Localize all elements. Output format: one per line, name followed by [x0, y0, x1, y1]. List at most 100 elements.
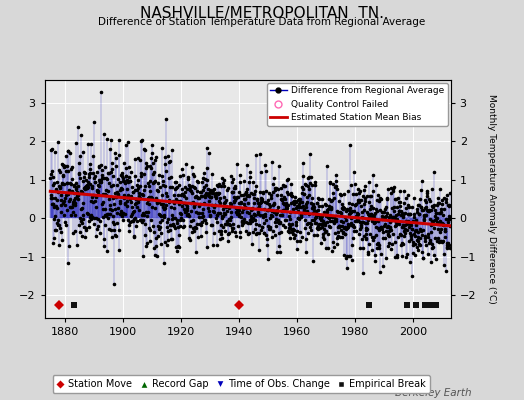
Point	[137, 216, 145, 223]
Point	[127, 199, 136, 206]
Point	[157, 230, 166, 236]
Point	[441, 234, 449, 240]
Point	[416, 226, 424, 232]
Point	[243, 192, 251, 199]
Point	[89, 170, 97, 176]
Point	[339, 206, 347, 212]
Point	[192, 249, 200, 255]
Point	[155, 199, 163, 206]
Point	[106, 206, 114, 212]
Point	[396, 188, 405, 194]
Point	[58, 161, 66, 167]
Point	[186, 222, 194, 229]
Point	[390, 222, 399, 229]
Point	[281, 182, 289, 189]
Point	[294, 216, 303, 222]
Point	[442, 199, 450, 205]
Point	[189, 198, 197, 205]
Point	[301, 216, 309, 223]
Point	[361, 198, 369, 204]
Point	[357, 224, 365, 230]
Point	[143, 163, 151, 170]
Point	[159, 204, 167, 210]
Point	[270, 187, 279, 194]
Point	[263, 236, 271, 242]
Point	[202, 182, 210, 188]
Point	[142, 242, 150, 249]
Point	[68, 204, 76, 210]
Point	[185, 182, 193, 188]
Point	[235, 207, 243, 213]
Point	[440, 251, 449, 257]
Point	[271, 219, 279, 226]
Point	[414, 229, 422, 236]
Point	[335, 223, 343, 229]
Point	[48, 174, 57, 180]
Point	[419, 227, 428, 234]
Point	[399, 222, 408, 228]
Point	[443, 192, 451, 198]
Point	[314, 196, 323, 202]
Point	[92, 204, 101, 210]
Point	[59, 164, 68, 171]
Point	[88, 214, 96, 220]
Point	[232, 205, 240, 211]
Point	[81, 186, 89, 192]
Point	[335, 198, 344, 204]
Point	[290, 227, 298, 233]
Point	[265, 224, 274, 230]
Point	[129, 189, 137, 195]
Point	[57, 202, 66, 208]
Point	[406, 230, 414, 237]
Point	[293, 203, 301, 209]
Point	[122, 173, 130, 179]
Point	[394, 234, 402, 240]
Point	[392, 254, 401, 260]
Point	[221, 228, 229, 234]
Point	[280, 201, 289, 207]
Point	[141, 232, 149, 238]
Point	[335, 234, 344, 240]
Point	[300, 191, 308, 197]
Point	[396, 232, 405, 238]
Point	[54, 217, 62, 224]
Point	[195, 221, 204, 228]
Point	[254, 204, 263, 211]
Point	[217, 214, 226, 221]
Point	[68, 187, 77, 194]
Point	[248, 241, 256, 247]
Point	[316, 220, 325, 227]
Point	[67, 165, 75, 172]
Point	[184, 234, 193, 241]
Point	[387, 217, 396, 224]
Point	[66, 180, 74, 187]
Text: Difference of Station Temperature Data from Regional Average: Difference of Station Temperature Data f…	[99, 17, 425, 27]
Point	[290, 234, 299, 241]
Point	[100, 174, 108, 181]
Point	[227, 173, 235, 179]
Point	[259, 212, 267, 218]
Point	[290, 194, 299, 200]
Point	[261, 217, 270, 224]
Point	[248, 218, 256, 225]
Point	[261, 232, 270, 238]
Point	[125, 228, 133, 234]
Point	[58, 180, 66, 186]
Point	[78, 204, 86, 211]
Point	[402, 220, 411, 227]
Point	[139, 210, 147, 217]
Point	[148, 204, 157, 210]
Point	[251, 226, 259, 232]
Point	[86, 180, 94, 187]
Point	[438, 200, 446, 207]
Point	[373, 245, 381, 251]
Point	[110, 227, 118, 234]
Point	[49, 240, 58, 246]
Point	[361, 183, 369, 190]
Point	[407, 232, 415, 239]
Point	[215, 198, 224, 204]
Point	[276, 219, 285, 226]
Point	[403, 218, 412, 225]
Point	[238, 222, 247, 228]
Point	[82, 183, 91, 190]
